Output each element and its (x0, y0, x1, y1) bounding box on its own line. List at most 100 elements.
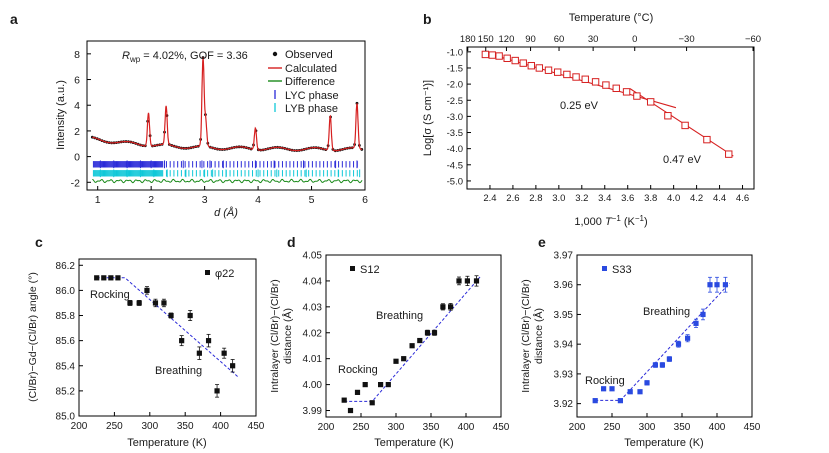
b-ytick-label: -2.0 (447, 80, 463, 91)
c-data-point (214, 388, 220, 394)
b-toptick-label: 90 (525, 34, 536, 45)
a-ytick-label: 4 (74, 100, 80, 112)
c-ytick-label: 86.2 (56, 261, 76, 272)
d-data-point (369, 400, 375, 406)
b-ytick-label: -5.0 (447, 176, 463, 187)
e-data-point (707, 282, 713, 288)
conductivity-point (602, 81, 610, 89)
difference-curve (92, 178, 363, 184)
panel-b-frame (466, 46, 755, 190)
e-ytick-label: 3.97 (554, 251, 574, 262)
panel-d-axes: 200 250 300 350 400 450 3.99 4.00 4.01 4.02 4.03 4.… (303, 251, 510, 434)
e-data-point (659, 362, 665, 368)
b-ytick-label: -3.0 (447, 112, 463, 123)
d-data-point (464, 278, 470, 284)
b-xtick-label: 2.4 (483, 193, 496, 204)
panel-a-rwp: Rwp = 4.02%, GOF = 3.36 (122, 50, 248, 64)
e-data-point (700, 311, 706, 318)
b-toptick-label: 0 (632, 34, 637, 45)
d-ylabel-line1: Intralayer (Cl/Br)−(Cl/Br) (269, 279, 281, 392)
d-ytick-label: 4.04 (303, 276, 323, 287)
legend-lyb: LYB phase (285, 103, 338, 115)
d-xtick-label: 250 (353, 422, 370, 433)
b-xtick-label: 3.0 (552, 193, 565, 204)
b-xlabel-T: T (605, 216, 613, 228)
c-xtick-label: 250 (106, 421, 123, 432)
legend-lyc: LYC phase (285, 90, 339, 102)
d-ytick-label: 4.01 (303, 354, 323, 365)
conductivity-point (612, 84, 620, 93)
e-ylabel-line2: distance (Å) (532, 308, 545, 364)
b-ytick-label: -4.0 (447, 144, 463, 155)
panel-b-ylabel: Log[σ (S cm⁻¹)] (422, 80, 434, 156)
panel-b-toplabel: Temperature (°C) (569, 12, 653, 24)
a-ytick-label: 8 (74, 49, 80, 61)
e-ytick-label: 3.95 (554, 310, 574, 321)
conductivity-point (503, 54, 511, 62)
e-data-point (637, 389, 643, 395)
panel-c-xlabel: Temperature (K) (127, 437, 206, 449)
a-ytick-label: 2 (74, 126, 80, 138)
c-xtick-label: 200 (71, 421, 88, 432)
d-xtick-label: 450 (493, 422, 510, 433)
conductivity-point (646, 98, 655, 106)
conductivity-point (681, 121, 689, 130)
c-data-point (94, 275, 100, 281)
e-ytick-label: 3.94 (554, 340, 574, 351)
e-ytick-label: 3.92 (554, 399, 574, 410)
b-xtick-label: 3.2 (575, 193, 588, 204)
conductivity-point (553, 68, 562, 76)
panel-label-a: a (10, 11, 18, 27)
e-data-point (675, 341, 682, 347)
c-data-point (196, 350, 202, 356)
d-data-point (431, 330, 438, 336)
c-data-point (136, 300, 142, 306)
c-ytick-label: 85.0 (56, 412, 76, 423)
a-xtick-label: 5 (309, 194, 315, 206)
panel-c-ylabel: (Cl/Br)−Gd−(Cl/Br) angle (°) (27, 272, 39, 402)
conductivity-point (511, 56, 519, 65)
d-xtick-label: 300 (388, 422, 405, 433)
b-toptick-label: −60 (745, 34, 761, 45)
e-data-point (627, 389, 633, 395)
e-ytick-label: 3.93 (554, 369, 574, 380)
b-xtick-label: 2.6 (506, 193, 519, 204)
e-breathing-label: Breathing (643, 306, 690, 318)
panel-e-xlabel: Temperature (K) (624, 437, 703, 449)
e-ytick-label: 3.96 (554, 280, 574, 291)
a-ytick-label: 6 (74, 75, 80, 87)
panel-e-axes: 200 250 300 350 400 450 3.92 3.93 3.94 3.95 3.96 3.… (554, 251, 761, 434)
panel-b-plot-area (481, 50, 734, 158)
panel-label-b: b (423, 11, 432, 27)
b-ytick-label: -4.5 (447, 160, 463, 171)
d-xtick-label: 400 (458, 422, 475, 433)
c-ytick-label: 85.8 (56, 311, 76, 322)
d-data-point (378, 382, 384, 388)
b-ytick-label: -1.5 (447, 63, 463, 74)
conductivity-point (488, 51, 496, 59)
c-data-point (179, 338, 185, 344)
b-toptick-label: 150 (478, 34, 494, 45)
panel-a-legend: Observed Calculated Difference LYC phase… (268, 49, 339, 115)
c-ytick-label: 85.6 (56, 336, 76, 347)
conductivity-point (725, 150, 733, 158)
c-data-point (230, 363, 236, 369)
e-xtick-label: 200 (569, 422, 586, 433)
c-ytick-label: 85.4 (56, 361, 76, 372)
c-data-point (127, 300, 133, 306)
legend-observed-marker (272, 51, 278, 57)
conductivity-point (535, 64, 544, 72)
a-ytick-label: -2 (71, 177, 80, 189)
panel-b: 2.4 2.6 2.8 3.0 3.2 3.4 3.6 3.8 4.0 4.2 4.4 4.6 -1.0… (422, 12, 761, 228)
panel-b-axes: 2.4 2.6 2.8 3.0 3.2 3.4 3.6 3.8 4.0 4.2 4.4 4.6 -1.0… (447, 34, 761, 204)
calculated-curve (92, 57, 363, 152)
e-data-point (685, 335, 691, 341)
legend-difference: Difference (285, 76, 335, 88)
panel-a-xlabel: d (Å) (214, 206, 238, 219)
legend-observed: Observed (285, 49, 333, 61)
b-xlabel-prefix: 1,000 (574, 216, 605, 228)
b-ytick-label: -3.5 (447, 128, 463, 139)
legend-phi22-marker (205, 270, 210, 275)
b-xtick-label: 4.6 (736, 193, 749, 204)
b-xtick-label: 4.0 (667, 193, 680, 204)
